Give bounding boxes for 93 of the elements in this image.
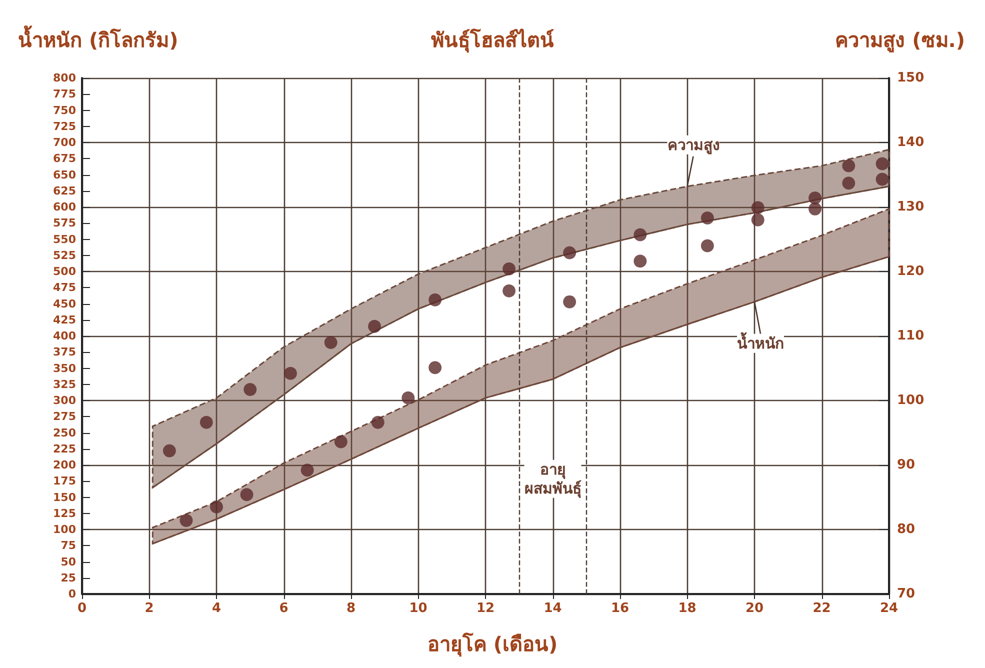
x-tick-label: 2 [144,601,154,616]
point [700,239,714,252]
y-tick-label: 225 [53,442,76,456]
y-tick-label: 150 [53,490,76,504]
y-tick-label: 275 [53,410,76,424]
x-tick-label: 22 [812,601,831,616]
point [402,391,415,404]
y2-tick-label: 110 [897,328,924,344]
point [751,201,764,214]
y2-axis-title: ความสูง (ซม.) [835,28,965,54]
y-tick-label: 700 [53,136,76,149]
x-tick-label: 14 [544,601,562,616]
y2-tick-label: 90 [897,458,916,472]
y-tick-label: 125 [53,506,76,520]
y2-tick-label: 70 [897,586,916,602]
point [368,320,382,333]
point [808,191,822,204]
y-tick-label: 650 [53,168,76,182]
y-tick-label: 575 [53,216,76,230]
point [324,336,338,349]
y-tick-label: 600 [53,200,76,214]
y-tick-label: 25 [60,571,76,584]
x-tick-label: 20 [745,601,764,616]
y-tick-label: 750 [53,104,76,117]
y-tick-label: 525 [53,248,76,262]
y-tick-label: 350 [53,362,76,375]
point [502,284,516,298]
point [300,464,314,477]
point [634,228,647,242]
y2-tick-label: 140 [897,135,924,150]
x-tick-label: 12 [476,601,495,616]
y-tick-label: 675 [53,152,76,166]
annotation: อายุ ผสมพันธุ์ [524,460,582,498]
annotation: น้ำหนัก [737,331,784,352]
y2-tick-label: 130 [897,200,924,214]
point [842,176,856,190]
point [842,159,856,172]
y-tick-label: 200 [53,458,76,472]
point [876,172,889,186]
y-tick-label: 425 [53,313,76,326]
point [371,416,384,429]
y-tick-label: 100 [53,523,76,536]
point [162,444,176,458]
y-tick-label: 725 [53,120,76,133]
y2-tick-label: 100 [897,393,924,408]
x-axis-title: อายุโค (เดือน) [427,632,558,657]
y-tick-label: 450 [53,297,76,310]
x-tick-label: 4 [212,601,222,616]
y-tick-label: 300 [53,394,76,407]
chart-title: พันธุ์โฮลส์ไตน์ [431,28,554,53]
y-axis-title: น้ำหนัก (กิโลกรัม) [18,25,178,52]
y-tick-label: 175 [53,474,76,488]
point [808,202,822,216]
point [563,295,576,308]
point [751,213,764,226]
y-tick-label: 775 [53,88,76,101]
y-tick-label: 400 [53,330,76,342]
y-tick-label: 800 [53,72,76,84]
y-tick-label: 550 [53,232,76,246]
point [240,488,254,502]
y-tick-label: 75 [60,539,76,552]
point [210,500,223,514]
point [244,383,257,396]
x-tick-label: 10 [409,601,428,616]
y2-tick-label: 150 [897,70,924,86]
y-tick-label: 500 [53,265,76,278]
x-tick-label: 8 [346,601,356,616]
y-tick-label: 375 [53,346,76,359]
y2-tick-label: 80 [897,522,916,537]
point [428,293,442,306]
point [334,435,348,448]
y2-tick-label: 120 [897,264,924,279]
y-tick-label: 50 [60,555,76,568]
point [180,514,193,527]
y-tick-label: 475 [53,281,76,294]
point [634,254,647,268]
point [502,262,516,276]
x-tick-label: 0 [77,601,87,616]
x-tick-label: 6 [279,601,288,616]
point [563,246,576,260]
y-tick-label: 325 [53,378,76,391]
point [876,157,889,170]
y-tick-label: 250 [53,426,76,440]
point [428,361,442,374]
y-tick-label: 625 [53,184,76,198]
y-tick-label: 0 [68,588,76,600]
annotation: ความสูง [667,136,720,155]
x-tick-label: 18 [678,601,696,616]
point [200,416,213,429]
point [284,366,297,380]
point [700,211,714,224]
x-tick-label: 16 [610,601,630,616]
x-tick-label: 24 [880,601,898,616]
